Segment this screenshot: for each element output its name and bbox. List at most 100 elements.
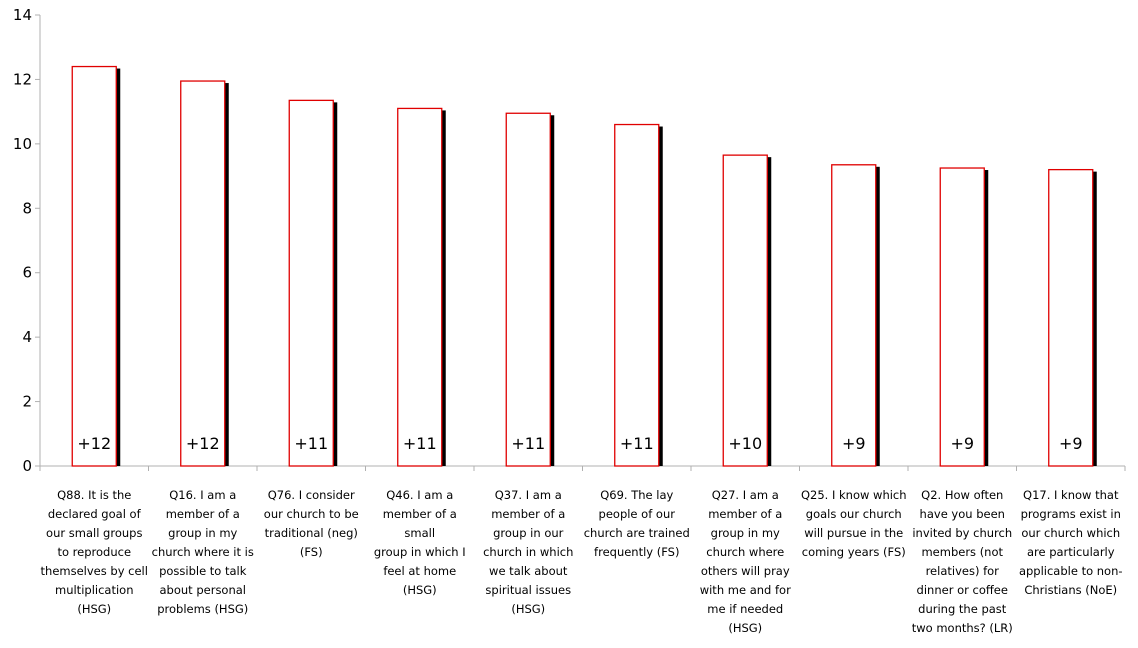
x-category-label: Q17. I know that programs exist in our chu… <box>1017 486 1125 600</box>
x-category-label-line: Q25. I know which <box>800 488 907 502</box>
bar <box>614 123 660 467</box>
x-category-label-line: have you been <box>919 507 1005 521</box>
data-label: +9 <box>842 434 866 453</box>
x-category-label-line: member of a small <box>382 507 457 540</box>
bar <box>180 80 226 467</box>
x-category-label-line: member of a <box>708 507 783 521</box>
bar <box>939 167 985 467</box>
x-category-label-line: relatives) for <box>925 564 999 578</box>
x-category-label-line: Q27. I am a <box>711 488 779 502</box>
x-category-label-line: our small groups <box>46 526 143 540</box>
x-category-label-line: Q46. I am a <box>386 488 454 502</box>
x-category-label-line: Q16. I am a <box>169 488 237 502</box>
x-category-label: Q2. How often have you been invited by chu… <box>908 486 1016 638</box>
y-tick-label: 2 <box>22 393 32 411</box>
x-category-label-line: spiritual issues <box>485 583 572 597</box>
data-label: +12 <box>77 434 111 453</box>
y-tick-label: 8 <box>22 199 32 217</box>
x-category-label-line: programs exist in <box>1020 507 1121 521</box>
x-category-label-line: church are trained <box>583 526 690 540</box>
data-label: +12 <box>186 434 220 453</box>
x-category-label-line: Q76. I consider <box>267 488 355 502</box>
bar <box>831 164 877 467</box>
y-tick-label: 4 <box>22 328 32 346</box>
x-category-label-line: dinner or coffee <box>916 583 1008 597</box>
x-category-label-line: members (not <box>921 545 1004 559</box>
x-category-label-line: we talk about <box>489 564 568 578</box>
data-labels: +12 +12 +11 +11 +11 +11 +10 +9 +9 +9 <box>77 434 1082 453</box>
x-category-label: Q25. I know which goals our church will pu… <box>800 486 908 562</box>
x-category-label-line: (HSG) <box>511 602 546 616</box>
data-label: +9 <box>950 434 974 453</box>
x-category-label-line: Q69. The lay <box>600 488 674 502</box>
x-category-label: Q37. I am a member of a group in our church… <box>474 486 582 619</box>
x-category-label-line: possible to talk <box>159 564 247 578</box>
bar <box>722 154 768 467</box>
data-label: +10 <box>728 434 762 453</box>
x-category-label-line: during the past <box>918 602 1007 616</box>
x-category-label-line: goals our church <box>805 507 902 521</box>
x-category-label-line: group in our <box>493 526 564 540</box>
x-category-label-line: group in my <box>710 526 780 540</box>
x-category-label-line: member of a <box>165 507 240 521</box>
data-label: +11 <box>294 434 328 453</box>
x-category-label-line: with me and for <box>699 583 791 597</box>
x-category-label-line: Q2. How often <box>921 488 1004 502</box>
x-category-label: Q27. I am a member of a group in my church … <box>691 486 799 638</box>
y-tick-label: 0 <box>22 457 32 475</box>
x-category-label-line: invited by church <box>912 526 1013 540</box>
data-label: +11 <box>620 434 654 453</box>
bar <box>71 65 117 467</box>
bar <box>1048 168 1094 467</box>
x-category-label-line: group in which I <box>373 545 466 559</box>
x-category-label-line: (HSG) <box>77 602 112 616</box>
x-category-label: Q76. I consider our church to be tradition… <box>257 486 365 562</box>
bar <box>397 107 443 467</box>
y-tick-label: 12 <box>13 70 32 88</box>
x-category-label-line: (HSG) <box>402 583 437 597</box>
x-category-label-line: applicable to non- <box>1018 564 1123 578</box>
x-category-label-line: me if needed <box>707 602 784 616</box>
x-category-label-line: about personal <box>159 583 247 597</box>
x-category-label-line: group in my <box>168 526 238 540</box>
x-category-label-line: our church which <box>1021 526 1121 540</box>
x-category-label-line: declared goal of <box>47 507 141 521</box>
x-category-label-line: multiplication <box>55 583 134 597</box>
y-tick-label: 6 <box>22 264 32 282</box>
x-category-label-line: church where it is <box>151 545 254 559</box>
x-category-label-line: people of our <box>598 507 675 521</box>
x-category-label-line: traditional (neg) <box>264 526 358 540</box>
x-category-label-line: will pursue in the <box>804 526 904 540</box>
x-category-label-line: (FS) <box>299 545 323 559</box>
x-category-label-line: feel at home <box>383 564 457 578</box>
x-category-label-line: church in which <box>483 545 574 559</box>
y-tick-label: 10 <box>13 135 32 153</box>
x-category-label-line: are particularly <box>1026 545 1115 559</box>
x-category-label-line: church where <box>706 545 785 559</box>
data-label: +9 <box>1059 434 1083 453</box>
bar <box>505 112 551 467</box>
x-category-label-line: (HSG) <box>728 621 763 635</box>
x-category-label-line: Christians (NoE) <box>1024 583 1118 597</box>
data-label: +11 <box>511 434 545 453</box>
x-category-label-line: our church to be <box>263 507 359 521</box>
x-category-label: Q16. I am a member of a group in my church … <box>149 486 257 619</box>
x-category-label-line: themselves by cell <box>40 564 148 578</box>
y-tick-label: 14 <box>13 6 32 24</box>
x-category-label: Q69. The lay people of our church are trai… <box>583 486 691 562</box>
x-category-label-line: problems (HSG) <box>157 602 249 616</box>
x-category-label-line: others will pray <box>700 564 790 578</box>
x-category-label: Q88. It is the declared goal of our small … <box>40 486 148 619</box>
bar <box>288 99 334 467</box>
x-category-label-line: Q37. I am a <box>494 488 562 502</box>
data-label: +11 <box>403 434 437 453</box>
x-category-label-line: coming years (FS) <box>801 545 906 559</box>
x-category-label-line: Q17. I know that <box>1023 488 1119 502</box>
x-category-label-line: member of a <box>491 507 566 521</box>
x-category-label: Q46. I am a member of a small group in whi… <box>366 486 474 600</box>
x-category-label-line: to reproduce <box>57 545 132 559</box>
bars <box>71 65 1097 467</box>
x-category-label-line: two months? (LR) <box>911 621 1013 635</box>
x-category-label-line: frequently (FS) <box>594 545 680 559</box>
